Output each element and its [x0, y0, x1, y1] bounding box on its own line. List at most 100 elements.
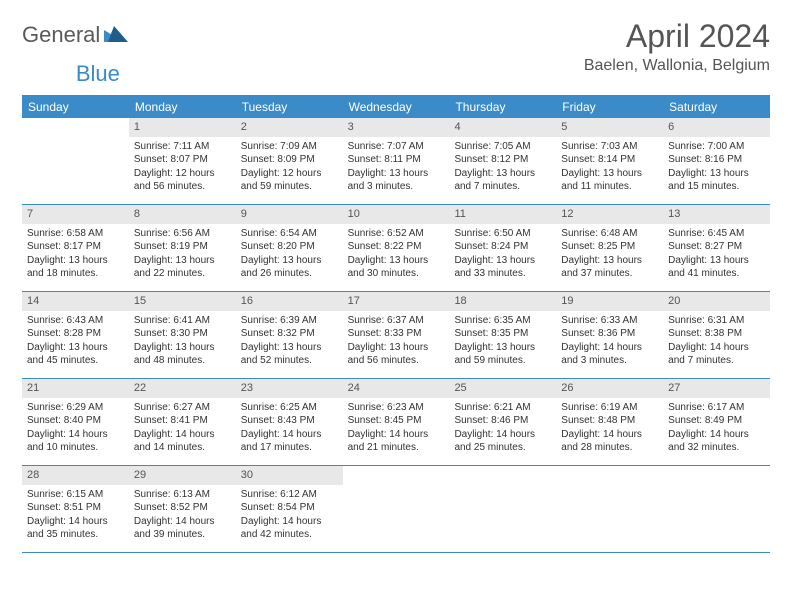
sunset-text: Sunset: 8:38 PM [668, 327, 765, 341]
day-cell: . [22, 118, 129, 204]
day-content: Sunrise: 6:27 AMSunset: 8:41 PMDaylight:… [129, 398, 236, 459]
day-content: Sunrise: 6:50 AMSunset: 8:24 PMDaylight:… [449, 224, 556, 285]
daylight-text: Daylight: 14 hours and 7 minutes. [668, 341, 765, 368]
sunset-text: Sunset: 8:14 PM [561, 153, 658, 167]
day-number: 9 [236, 205, 343, 224]
daylight-text: Daylight: 14 hours and 28 minutes. [561, 428, 658, 455]
day-content: Sunrise: 7:07 AMSunset: 8:11 PMDaylight:… [343, 137, 450, 198]
sunrise-text: Sunrise: 6:13 AM [134, 488, 231, 502]
daylight-text: Daylight: 14 hours and 14 minutes. [134, 428, 231, 455]
sunset-text: Sunset: 8:52 PM [134, 501, 231, 515]
day-cell: 11Sunrise: 6:50 AMSunset: 8:24 PMDayligh… [449, 205, 556, 291]
daylight-text: Daylight: 14 hours and 25 minutes. [454, 428, 551, 455]
day-cell: 8Sunrise: 6:56 AMSunset: 8:19 PMDaylight… [129, 205, 236, 291]
day-cell: 17Sunrise: 6:37 AMSunset: 8:33 PMDayligh… [343, 292, 450, 378]
day-number: 11 [449, 205, 556, 224]
daylight-text: Daylight: 13 hours and 30 minutes. [348, 254, 445, 281]
sunset-text: Sunset: 8:45 PM [348, 414, 445, 428]
weekday-header: Sunday [22, 96, 129, 118]
daylight-text: Daylight: 14 hours and 17 minutes. [241, 428, 338, 455]
day-cell: 22Sunrise: 6:27 AMSunset: 8:41 PMDayligh… [129, 379, 236, 465]
day-content: Sunrise: 6:13 AMSunset: 8:52 PMDaylight:… [129, 485, 236, 546]
sunset-text: Sunset: 8:12 PM [454, 153, 551, 167]
day-cell: . [449, 466, 556, 552]
day-cell: 28Sunrise: 6:15 AMSunset: 8:51 PMDayligh… [22, 466, 129, 552]
day-cell: 6Sunrise: 7:00 AMSunset: 8:16 PMDaylight… [663, 118, 770, 204]
day-cell: 25Sunrise: 6:21 AMSunset: 8:46 PMDayligh… [449, 379, 556, 465]
day-number: 25 [449, 379, 556, 398]
logo-mark-icon [104, 26, 128, 44]
day-cell: . [556, 466, 663, 552]
day-content: Sunrise: 6:35 AMSunset: 8:35 PMDaylight:… [449, 311, 556, 372]
sunset-text: Sunset: 8:40 PM [27, 414, 124, 428]
daylight-text: Daylight: 14 hours and 21 minutes. [348, 428, 445, 455]
sunrise-text: Sunrise: 7:03 AM [561, 140, 658, 154]
day-number: 30 [236, 466, 343, 485]
sunset-text: Sunset: 8:16 PM [668, 153, 765, 167]
day-content: Sunrise: 6:21 AMSunset: 8:46 PMDaylight:… [449, 398, 556, 459]
day-cell: 24Sunrise: 6:23 AMSunset: 8:45 PMDayligh… [343, 379, 450, 465]
day-number: 17 [343, 292, 450, 311]
day-number: 23 [236, 379, 343, 398]
logo: General [22, 18, 128, 48]
daylight-text: Daylight: 13 hours and 18 minutes. [27, 254, 124, 281]
sunset-text: Sunset: 8:35 PM [454, 327, 551, 341]
day-content: Sunrise: 6:17 AMSunset: 8:49 PMDaylight:… [663, 398, 770, 459]
day-number: 3 [343, 118, 450, 137]
day-content: Sunrise: 6:37 AMSunset: 8:33 PMDaylight:… [343, 311, 450, 372]
day-content: Sunrise: 6:56 AMSunset: 8:19 PMDaylight:… [129, 224, 236, 285]
day-content: Sunrise: 7:05 AMSunset: 8:12 PMDaylight:… [449, 137, 556, 198]
sunrise-text: Sunrise: 6:54 AM [241, 227, 338, 241]
sunset-text: Sunset: 8:20 PM [241, 240, 338, 254]
day-cell: 16Sunrise: 6:39 AMSunset: 8:32 PMDayligh… [236, 292, 343, 378]
daylight-text: Daylight: 13 hours and 37 minutes. [561, 254, 658, 281]
day-content: Sunrise: 7:00 AMSunset: 8:16 PMDaylight:… [663, 137, 770, 198]
day-cell: 9Sunrise: 6:54 AMSunset: 8:20 PMDaylight… [236, 205, 343, 291]
sunrise-text: Sunrise: 6:31 AM [668, 314, 765, 328]
day-number: 6 [663, 118, 770, 137]
day-cell: 7Sunrise: 6:58 AMSunset: 8:17 PMDaylight… [22, 205, 129, 291]
day-content: Sunrise: 6:19 AMSunset: 8:48 PMDaylight:… [556, 398, 663, 459]
week-row: .1Sunrise: 7:11 AMSunset: 8:07 PMDayligh… [22, 118, 770, 205]
day-content: Sunrise: 6:54 AMSunset: 8:20 PMDaylight:… [236, 224, 343, 285]
daylight-text: Daylight: 13 hours and 33 minutes. [454, 254, 551, 281]
day-cell: 20Sunrise: 6:31 AMSunset: 8:38 PMDayligh… [663, 292, 770, 378]
day-number: 16 [236, 292, 343, 311]
day-number: 2 [236, 118, 343, 137]
daylight-text: Daylight: 13 hours and 56 minutes. [348, 341, 445, 368]
sunrise-text: Sunrise: 6:21 AM [454, 401, 551, 415]
daylight-text: Daylight: 13 hours and 3 minutes. [348, 167, 445, 194]
daylight-text: Daylight: 13 hours and 7 minutes. [454, 167, 551, 194]
sunset-text: Sunset: 8:51 PM [27, 501, 124, 515]
sunrise-text: Sunrise: 7:09 AM [241, 140, 338, 154]
daylight-text: Daylight: 13 hours and 59 minutes. [454, 341, 551, 368]
daylight-text: Daylight: 14 hours and 42 minutes. [241, 515, 338, 542]
day-cell: 4Sunrise: 7:05 AMSunset: 8:12 PMDaylight… [449, 118, 556, 204]
logo-text-b: GeneBlue [22, 61, 770, 87]
daylight-text: Daylight: 13 hours and 52 minutes. [241, 341, 338, 368]
daylight-text: Daylight: 14 hours and 32 minutes. [668, 428, 765, 455]
daylight-text: Daylight: 13 hours and 48 minutes. [134, 341, 231, 368]
sunset-text: Sunset: 8:28 PM [27, 327, 124, 341]
sunset-text: Sunset: 8:54 PM [241, 501, 338, 515]
day-content: Sunrise: 6:25 AMSunset: 8:43 PMDaylight:… [236, 398, 343, 459]
sunrise-text: Sunrise: 6:48 AM [561, 227, 658, 241]
sunset-text: Sunset: 8:11 PM [348, 153, 445, 167]
sunrise-text: Sunrise: 6:19 AM [561, 401, 658, 415]
day-cell: 23Sunrise: 6:25 AMSunset: 8:43 PMDayligh… [236, 379, 343, 465]
sunset-text: Sunset: 8:17 PM [27, 240, 124, 254]
sunset-text: Sunset: 8:24 PM [454, 240, 551, 254]
sunset-text: Sunset: 8:36 PM [561, 327, 658, 341]
sunrise-text: Sunrise: 6:43 AM [27, 314, 124, 328]
day-content: Sunrise: 6:58 AMSunset: 8:17 PMDaylight:… [22, 224, 129, 285]
day-content: Sunrise: 7:11 AMSunset: 8:07 PMDaylight:… [129, 137, 236, 198]
day-content: Sunrise: 6:52 AMSunset: 8:22 PMDaylight:… [343, 224, 450, 285]
day-number: 28 [22, 466, 129, 485]
day-number: 27 [663, 379, 770, 398]
daylight-text: Daylight: 13 hours and 22 minutes. [134, 254, 231, 281]
month-title: April 2024 [584, 18, 770, 55]
week-row: 28Sunrise: 6:15 AMSunset: 8:51 PMDayligh… [22, 466, 770, 553]
daylight-text: Daylight: 14 hours and 35 minutes. [27, 515, 124, 542]
week-row: 21Sunrise: 6:29 AMSunset: 8:40 PMDayligh… [22, 379, 770, 466]
day-number: 24 [343, 379, 450, 398]
